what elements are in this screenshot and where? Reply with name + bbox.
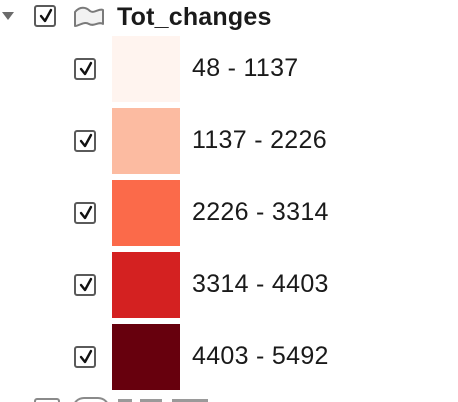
- legend-class-row[interactable]: 48 - 1137: [0, 34, 458, 106]
- polygon-layer-icon: [72, 397, 110, 402]
- class-range-label: 1137 - 2226: [192, 126, 327, 154]
- checkmark-icon: [79, 277, 93, 292]
- checkmark-icon: [79, 205, 93, 220]
- class-visibility-checkbox[interactable]: [74, 130, 96, 152]
- next-layer-tree-item[interactable]: [0, 394, 458, 402]
- expand-arrow-icon[interactable]: [2, 12, 14, 20]
- class-range-label: 48 - 1137: [192, 54, 299, 82]
- checkmark-icon: [79, 133, 93, 148]
- legend-class-row[interactable]: 4403 - 5492: [0, 322, 458, 394]
- class-visibility-checkbox[interactable]: [74, 346, 96, 368]
- checkmark-icon: [39, 8, 53, 23]
- color-swatch: [112, 180, 180, 246]
- polygon-layer-icon: [74, 6, 104, 27]
- next-layer-checkbox[interactable]: [34, 398, 60, 402]
- next-layer-name-clipped: [118, 399, 268, 402]
- color-swatch: [112, 252, 180, 318]
- class-visibility-checkbox[interactable]: [74, 58, 96, 80]
- class-range-label: 2226 - 3314: [192, 198, 329, 226]
- layer-name: Tot_changes: [117, 3, 272, 31]
- layer-tree-item-tot-changes[interactable]: Tot_changes: [0, 0, 458, 34]
- checkmark-icon: [79, 61, 93, 76]
- legend-class-row[interactable]: 1137 - 2226: [0, 106, 458, 178]
- color-swatch: [112, 36, 180, 102]
- legend-class-row[interactable]: 2226 - 3314: [0, 178, 458, 250]
- color-swatch: [112, 108, 180, 174]
- class-visibility-checkbox[interactable]: [74, 202, 96, 224]
- class-visibility-checkbox[interactable]: [74, 274, 96, 296]
- class-range-label: 3314 - 4403: [192, 270, 329, 298]
- legend-class-row[interactable]: 3314 - 4403: [0, 250, 458, 322]
- color-swatch: [112, 324, 180, 390]
- class-range-label: 4403 - 5492: [192, 342, 329, 370]
- layer-visibility-checkbox[interactable]: [34, 5, 56, 27]
- checkmark-icon: [79, 349, 93, 364]
